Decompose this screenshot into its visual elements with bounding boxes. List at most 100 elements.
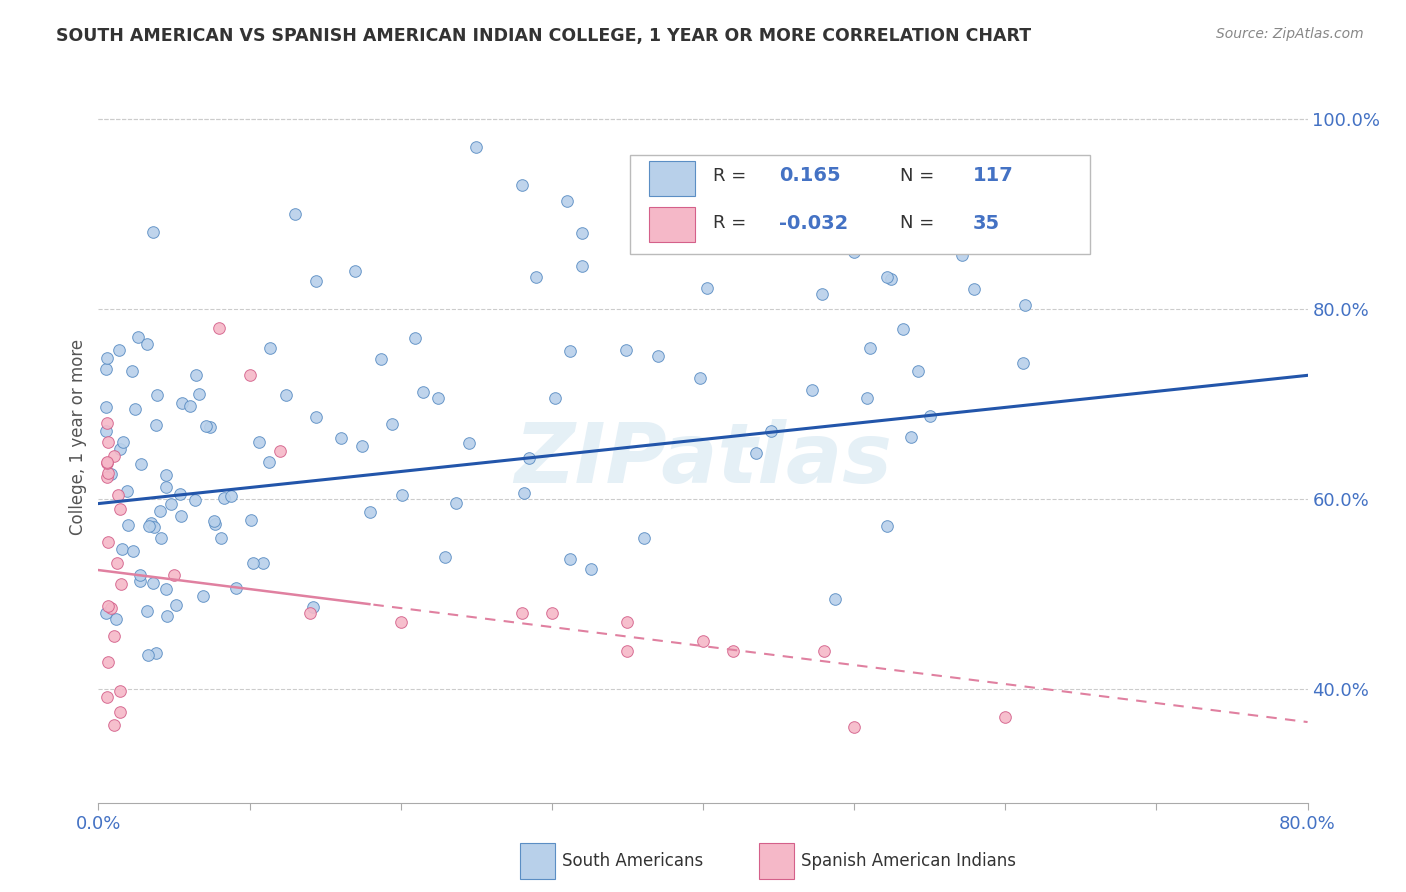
- Point: [96, 351, 118, 365]
- Point: [204, 516, 226, 531]
- Point: [239, 368, 262, 383]
- Point: [1012, 356, 1035, 370]
- FancyBboxPatch shape: [630, 155, 1090, 254]
- Point: [97, 434, 120, 449]
- Point: [426, 391, 449, 405]
- Point: [558, 552, 581, 566]
- Point: [94, 606, 117, 620]
- Point: [859, 341, 882, 355]
- Point: [524, 270, 547, 285]
- Point: [412, 385, 434, 400]
- Point: [179, 399, 201, 413]
- Point: [195, 419, 218, 434]
- Point: [1014, 298, 1036, 312]
- Point: [208, 321, 231, 335]
- Point: [96, 416, 118, 430]
- Point: [105, 612, 128, 626]
- Point: [689, 371, 711, 385]
- Point: [242, 556, 264, 570]
- Point: [124, 402, 146, 417]
- Y-axis label: College, 1 year or more: College, 1 year or more: [69, 339, 87, 535]
- Point: [107, 488, 129, 502]
- Point: [540, 606, 562, 620]
- Point: [302, 599, 325, 614]
- Point: [117, 517, 139, 532]
- Point: [219, 489, 242, 503]
- Point: [214, 491, 236, 505]
- Point: [121, 364, 143, 378]
- Point: [136, 648, 159, 662]
- Point: [115, 483, 138, 498]
- Point: [891, 322, 914, 336]
- Point: [510, 178, 533, 193]
- Point: [692, 235, 714, 250]
- Text: ZIPatlas: ZIPatlas: [515, 418, 891, 500]
- Point: [97, 655, 120, 669]
- Point: [692, 634, 714, 648]
- Point: [108, 683, 131, 698]
- Point: [170, 396, 193, 410]
- Point: [159, 497, 181, 511]
- Point: [616, 615, 638, 630]
- Point: [94, 425, 117, 439]
- Text: R =: R =: [713, 167, 747, 185]
- Point: [616, 644, 638, 658]
- Point: [824, 591, 846, 606]
- Point: [145, 647, 167, 661]
- Point: [149, 504, 172, 518]
- Point: [108, 343, 131, 357]
- Point: [225, 581, 247, 595]
- Point: [907, 363, 929, 377]
- Point: [761, 425, 783, 439]
- Point: [97, 466, 120, 480]
- Point: [165, 598, 187, 612]
- Point: [97, 599, 120, 613]
- Point: [108, 706, 131, 720]
- Text: -0.032: -0.032: [779, 214, 848, 233]
- Text: R =: R =: [713, 214, 747, 233]
- Point: [138, 519, 160, 533]
- Point: [155, 480, 177, 494]
- Point: [145, 418, 167, 433]
- Point: [633, 532, 655, 546]
- Point: [121, 544, 143, 558]
- Point: [510, 606, 533, 620]
- Point: [100, 601, 122, 615]
- Point: [127, 330, 149, 344]
- Point: [111, 434, 134, 449]
- Point: [276, 388, 298, 402]
- Point: [100, 467, 122, 481]
- Point: [108, 442, 131, 456]
- FancyBboxPatch shape: [648, 161, 695, 195]
- Point: [143, 520, 166, 534]
- Text: 117: 117: [973, 167, 1014, 186]
- Point: [94, 401, 117, 415]
- Text: 0.165: 0.165: [779, 167, 841, 186]
- Text: N =: N =: [900, 214, 935, 233]
- Point: [200, 420, 222, 434]
- Point: [544, 392, 567, 406]
- Point: [136, 336, 159, 351]
- Point: [391, 488, 413, 502]
- Point: [96, 456, 118, 470]
- Point: [239, 514, 262, 528]
- Point: [103, 629, 125, 643]
- Point: [811, 287, 834, 301]
- Point: [381, 417, 404, 432]
- Point: [150, 531, 173, 545]
- Point: [142, 225, 165, 239]
- Point: [696, 281, 718, 295]
- Point: [330, 431, 353, 445]
- Point: [169, 487, 191, 501]
- Point: [163, 567, 186, 582]
- Point: [110, 577, 132, 591]
- Point: [952, 248, 974, 262]
- Point: [96, 469, 118, 483]
- Point: [844, 244, 866, 259]
- Point: [135, 604, 157, 618]
- Point: [96, 455, 118, 469]
- Point: [170, 508, 193, 523]
- Point: [155, 467, 177, 482]
- Point: [252, 556, 274, 570]
- Point: [555, 194, 578, 209]
